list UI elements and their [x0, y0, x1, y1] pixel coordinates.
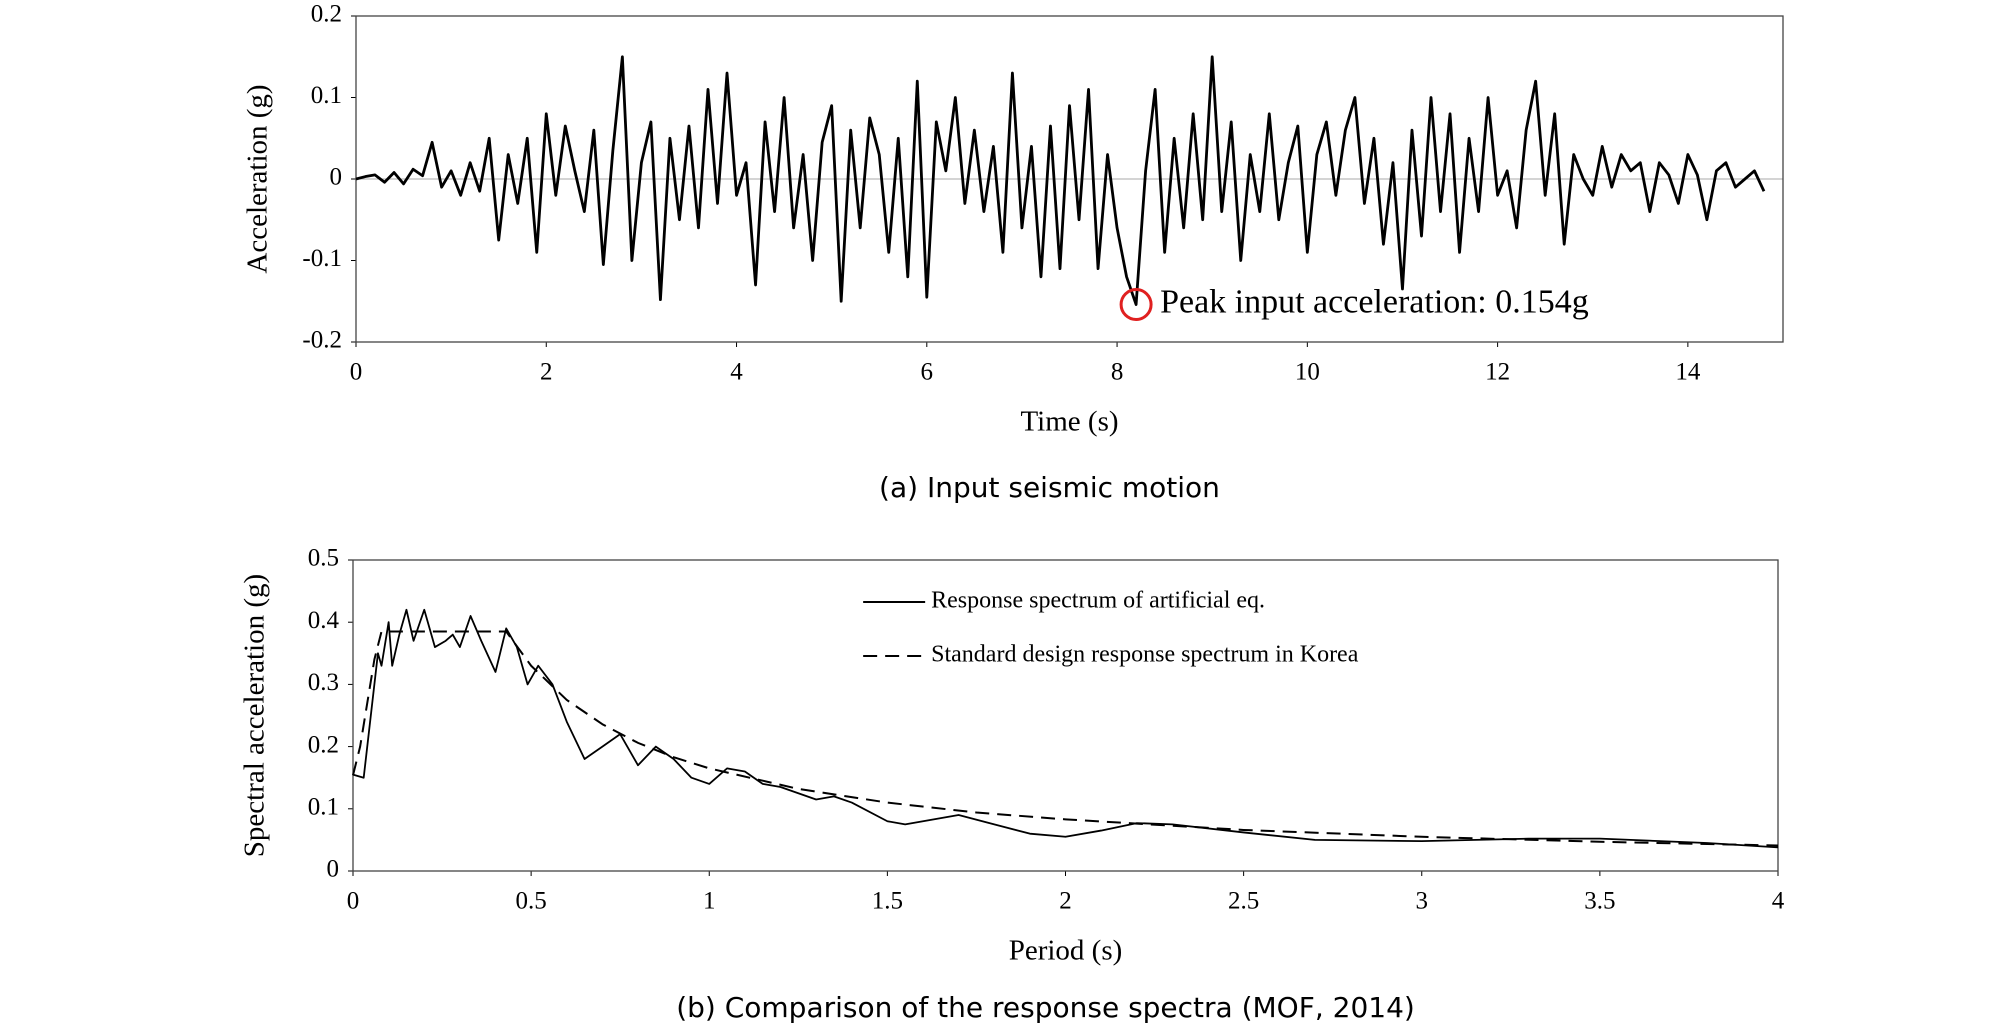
plot-frame — [352, 559, 1779, 872]
y-tick-label: -0.1 — [302, 245, 342, 272]
y-tick-label: 0 — [330, 164, 343, 191]
x-tick-label: 1 — [703, 888, 716, 915]
x-axis-title: Period (s) — [1009, 935, 1123, 967]
x-tick-label: 0 — [347, 888, 360, 915]
x-tick-label: 1.5 — [872, 888, 903, 915]
peak-marker — [1119, 288, 1153, 322]
y-tick-label: 0.2 — [311, 1, 342, 28]
x-tick-label: 0 — [350, 359, 363, 386]
y-tick-label: 0.2 — [308, 731, 339, 758]
x-tick-label: 2.5 — [1228, 888, 1259, 915]
y-tick-label: 0.1 — [311, 82, 342, 109]
x-tick-label: 3.5 — [1584, 888, 1615, 915]
x-tick-label: 3 — [1416, 888, 1429, 915]
y-tick-label: 0.1 — [308, 794, 339, 821]
x-tick-label: 12 — [1485, 359, 1510, 386]
y-tick-label: 0.4 — [308, 607, 340, 634]
legend-label: Standard design response spectrum in Kor… — [931, 642, 1359, 668]
x-tick-label: 4 — [1772, 888, 1785, 915]
y-axis-title: Acceleration (g) — [242, 84, 274, 273]
caption: (a) Input seismic motion — [879, 471, 1220, 504]
x-tick-label: 2 — [540, 359, 553, 386]
legend-label: Response spectrum of artificial eq. — [931, 588, 1265, 614]
caption: (b) Comparison of the response spectra (… — [676, 991, 1415, 1024]
x-tick-label: 2 — [1059, 888, 1072, 915]
x-tick-label: 4 — [730, 359, 743, 386]
x-tick-label: 0.5 — [516, 888, 547, 915]
y-tick-label: 0 — [327, 856, 340, 883]
data-line — [352, 608, 1779, 849]
y-axis-title: Spectral acceleration (g) — [239, 574, 271, 857]
x-tick-label: 6 — [921, 359, 934, 386]
x-tick-label: 8 — [1111, 359, 1124, 386]
y-tick-label: 0.5 — [308, 545, 339, 572]
x-axis-title: Time (s) — [1020, 406, 1118, 438]
annotation: Peak input acceleration: 0.154g — [1160, 283, 1589, 320]
y-tick-label: -0.2 — [302, 327, 342, 354]
data-line — [355, 55, 1766, 306]
x-tick-label: 14 — [1675, 359, 1701, 386]
y-tick-label: 0.3 — [308, 669, 339, 696]
data-line — [352, 630, 1779, 847]
x-tick-label: 10 — [1295, 359, 1320, 386]
